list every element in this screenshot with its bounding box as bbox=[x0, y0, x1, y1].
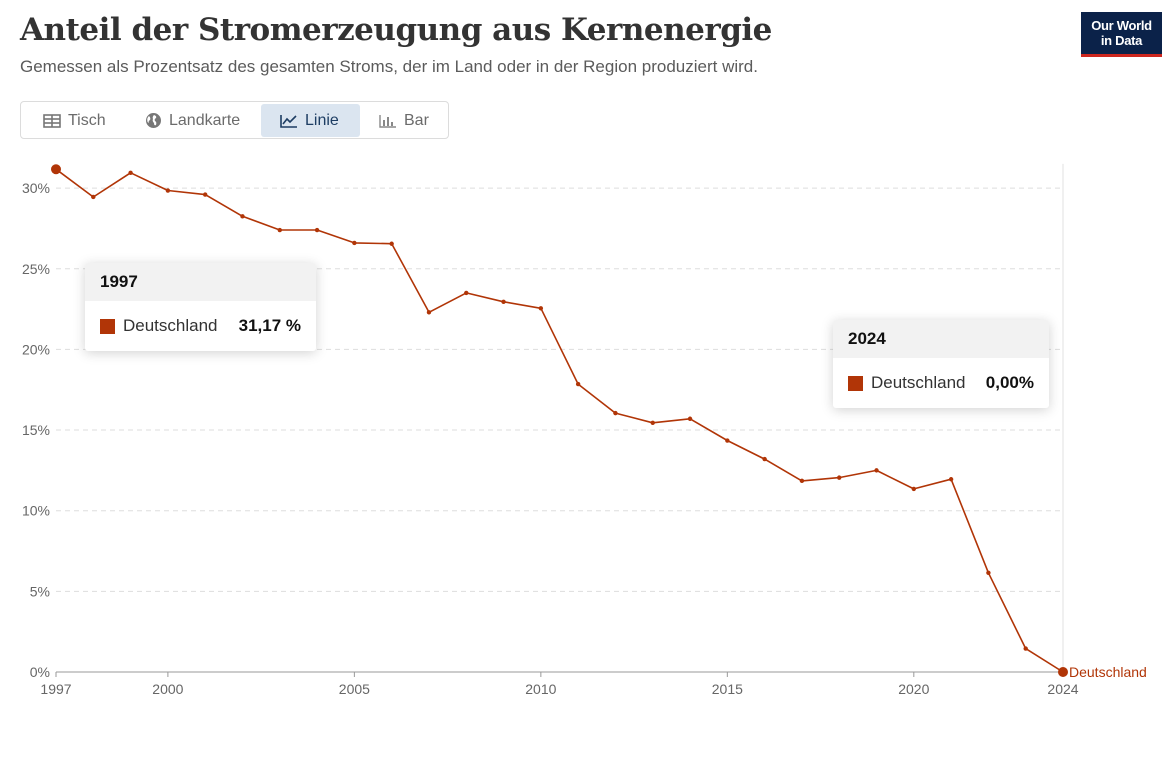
x-tick-label: 2024 bbox=[1047, 681, 1078, 697]
data-point bbox=[874, 468, 879, 473]
tab-table[interactable]: Tisch bbox=[22, 104, 134, 137]
data-point bbox=[575, 381, 581, 387]
data-point bbox=[948, 477, 954, 482]
data-point bbox=[501, 299, 506, 305]
data-point bbox=[240, 214, 245, 219]
logo-line-1: Our World bbox=[1091, 18, 1152, 33]
data-point bbox=[762, 456, 767, 462]
x-tick-label: 2010 bbox=[525, 681, 556, 697]
tooltip-end-value: 0,00% bbox=[985, 373, 1034, 392]
data-point bbox=[725, 438, 730, 443]
data-point bbox=[837, 475, 842, 480]
tab-line[interactable]: Linie bbox=[261, 104, 360, 137]
data-point bbox=[165, 188, 171, 193]
tooltip-end-year: 2024 bbox=[833, 320, 1049, 358]
tab-map-label: Landkarte bbox=[169, 111, 241, 129]
owid-logo[interactable]: Our World in Data bbox=[1081, 12, 1162, 57]
data-point bbox=[426, 310, 432, 315]
tooltip-start-year: 1997 bbox=[85, 263, 316, 301]
data-point bbox=[464, 290, 469, 296]
data-point bbox=[613, 410, 618, 416]
tooltip-start-swatch bbox=[100, 318, 115, 334]
chart-subtitle: Gemessen als Prozentsatz des gesamten St… bbox=[20, 57, 758, 76]
tooltip-end-swatch bbox=[848, 375, 863, 391]
tooltip-start-value: 31,17 % bbox=[238, 316, 301, 335]
tab-table-label: Tisch bbox=[68, 111, 106, 129]
data-point bbox=[277, 227, 282, 233]
y-tick-label: 25% bbox=[22, 261, 50, 277]
series-end-label: Deutschland bbox=[1069, 664, 1147, 680]
chart-type-tabs: Tisch Landkarte Linie Bar bbox=[20, 101, 449, 139]
y-tick-label: 5% bbox=[30, 583, 50, 599]
tooltip-start-name: Deutschland bbox=[123, 316, 218, 335]
data-point bbox=[314, 227, 320, 233]
tab-map[interactable]: Landkarte bbox=[124, 104, 264, 137]
x-tick-label: 1997 bbox=[40, 681, 71, 697]
data-point bbox=[1058, 667, 1068, 677]
data-point bbox=[352, 240, 357, 246]
line-chart-icon bbox=[280, 114, 297, 128]
x-tick-label: 2000 bbox=[152, 681, 183, 697]
y-tick-label: 10% bbox=[22, 503, 50, 519]
x-tick-label: 2005 bbox=[339, 681, 370, 697]
data-point bbox=[986, 570, 991, 576]
data-point bbox=[389, 241, 394, 246]
data-point bbox=[911, 486, 917, 492]
x-tick-label: 2020 bbox=[898, 681, 929, 697]
table-icon bbox=[43, 113, 61, 128]
tab-line-label: Linie bbox=[305, 111, 339, 129]
series-line-deutschland bbox=[55, 168, 1064, 673]
tooltip-end-name: Deutschland bbox=[871, 373, 966, 392]
y-tick-label: 20% bbox=[22, 341, 50, 357]
y-tick-label: 30% bbox=[22, 180, 50, 196]
y-tick-label: 0% bbox=[30, 664, 50, 680]
data-point bbox=[799, 478, 805, 484]
data-point bbox=[1023, 646, 1028, 651]
data-point bbox=[687, 416, 693, 421]
data-point bbox=[91, 194, 96, 200]
bar-chart-icon bbox=[379, 114, 396, 128]
chart-title: Anteil der Stromerzeugung aus Kernenergi… bbox=[20, 12, 772, 48]
tooltip-start: 1997 Deutschland 31,17 % bbox=[85, 263, 316, 351]
data-point bbox=[538, 306, 544, 311]
line-chart: 0% 5% 10% 15% 20% 25% 30% 1997 2000 2005 2010 2015 2… bbox=[22, 163, 1147, 697]
data-point bbox=[128, 170, 133, 175]
logo-line-2: in Data bbox=[1100, 33, 1143, 48]
data-point bbox=[650, 420, 655, 425]
x-tick-label: 2015 bbox=[712, 681, 743, 697]
tab-bar[interactable]: Bar bbox=[360, 104, 448, 137]
data-point bbox=[51, 164, 61, 175]
tooltip-end: 2024 Deutschland 0,00% bbox=[833, 320, 1049, 408]
tab-bar-label: Bar bbox=[404, 111, 429, 129]
y-tick-label: 15% bbox=[22, 422, 50, 438]
data-point bbox=[202, 192, 208, 197]
globe-icon bbox=[146, 113, 161, 128]
